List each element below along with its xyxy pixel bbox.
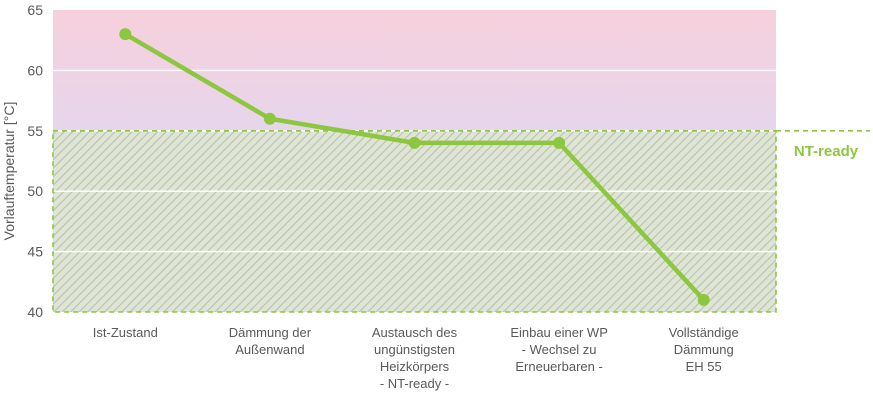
y-tick-label: 55	[27, 123, 43, 139]
y-tick-label: 60	[27, 62, 43, 78]
threshold-label: NT-ready	[794, 143, 859, 160]
nt-ready-threshold: NT-ready	[52, 130, 870, 313]
data-point	[119, 28, 132, 41]
nt-ready-zone-border	[52, 130, 777, 313]
x-category-label: Vollständige Dämmung EH 55	[669, 325, 739, 374]
series-line	[119, 28, 710, 306]
data-point	[408, 136, 421, 149]
y-axis-ticks: 40 45 50 55 60 65	[27, 2, 43, 320]
x-category-label: Dämmung der Außenwand	[229, 325, 312, 357]
y-tick-label: 40	[27, 304, 43, 320]
y-axis-label: Vorlauftemperatur [°C]	[1, 102, 17, 241]
y-tick-label: 65	[27, 2, 43, 18]
y-tick-label: 45	[27, 244, 43, 260]
x-category-label: Austausch des ungünstigsten Heizkörpers - N…	[372, 325, 458, 391]
x-category-label: Einbau einer WP - Wechsel zu Erneuerbaren …	[510, 325, 608, 374]
y-tick-label: 50	[27, 183, 43, 199]
nt-ready-zone	[53, 130, 776, 312]
x-axis-categories: Ist-Zustand Dämmung der Außenwand Austausch…	[93, 325, 739, 391]
data-point	[697, 293, 710, 306]
data-point	[553, 136, 566, 149]
x-category-label: Ist-Zustand	[93, 325, 158, 340]
data-point	[263, 112, 276, 125]
